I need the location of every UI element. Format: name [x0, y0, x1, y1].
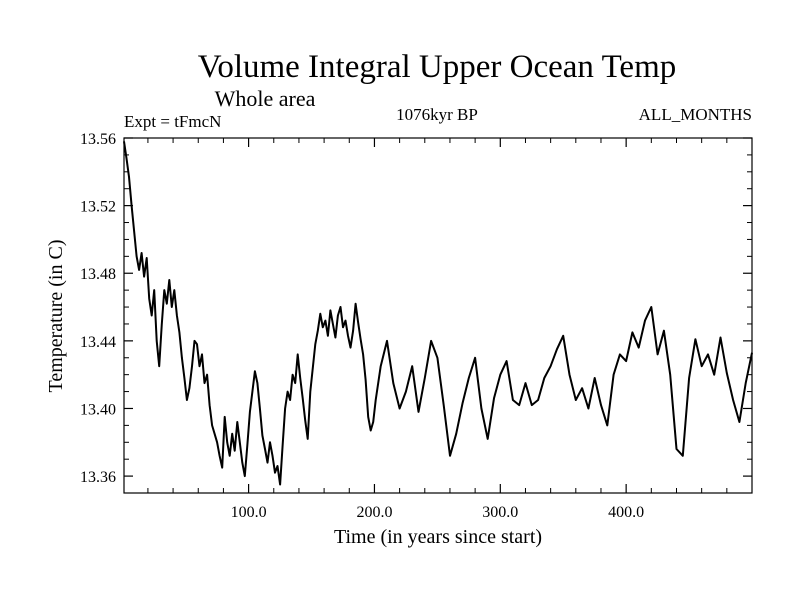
temperature-series-line [123, 141, 753, 486]
y-axis: 13.36 13.40 13.44 13.48 13.52 13.56 [80, 131, 752, 494]
x-tick-label: 100.0 [231, 504, 267, 521]
expt-label: Expt = tFmcN [124, 112, 221, 131]
y-tick-label: 13.56 [80, 131, 116, 148]
months-label: ALL_MONTHS [639, 105, 752, 124]
x-tick-label: 300.0 [482, 504, 518, 521]
y-axis-label: Temperature (in C) [45, 240, 67, 393]
x-tick-label: 200.0 [356, 504, 392, 521]
chart-title: Volume Integral Upper Ocean Temp [198, 49, 676, 85]
y-tick-label: 13.48 [80, 266, 116, 283]
x-axis-label: Time (in years since start) [334, 526, 542, 548]
y-tick-label: 13.44 [80, 334, 116, 351]
chart-subtitle: Whole area [215, 86, 316, 111]
y-tick-label: 13.52 [80, 199, 116, 216]
y-tick-label: 13.40 [80, 401, 116, 418]
y-tick-label: 13.36 [80, 469, 116, 486]
x-tick-label: 400.0 [608, 504, 644, 521]
plot-frame [123, 137, 753, 494]
x-axis: 100.0 200.0 300.0 400.0 [147, 138, 728, 521]
period-label: 1076kyr BP [396, 105, 478, 124]
